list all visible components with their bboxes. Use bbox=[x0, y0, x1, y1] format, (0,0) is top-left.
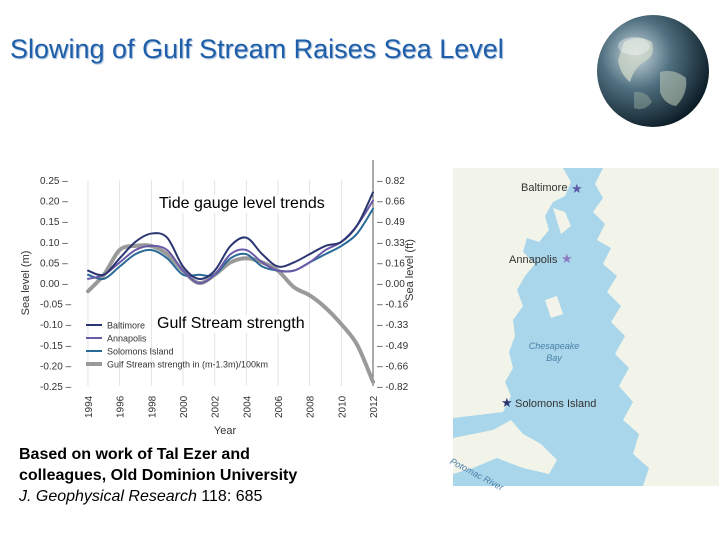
y-axis-label-left: Sea level (m) bbox=[20, 251, 32, 316]
y-tick-label-right: – 0.00 bbox=[377, 279, 405, 290]
legend-label: Annapolis bbox=[107, 334, 147, 344]
left-axis-ticks: 0.25 – 0.20 – 0.15 – 0.10 – 0.05 – 0.00 – -0.0… bbox=[40, 176, 72, 393]
y-tick-label-left: 0.25 – bbox=[40, 176, 68, 187]
chesapeake-map bbox=[453, 168, 719, 486]
x-tick-label: 2010 bbox=[337, 395, 348, 418]
sea-level-chart: 0.25 – 0.20 – 0.15 – 0.10 – 0.05 – 0.00 – -0.0… bbox=[20, 160, 416, 437]
series-line-gulf bbox=[86, 243, 375, 384]
map-land-middle bbox=[545, 208, 571, 318]
legend-label: Baltimore bbox=[107, 321, 145, 331]
map-land-southwest bbox=[453, 420, 557, 474]
overlay-gulf-stream: Gulf Stream strength bbox=[154, 315, 308, 333]
credit-text: Based on work of Tal Ezer and colleagues… bbox=[19, 444, 297, 507]
y-tick-label-left: -0.05 – bbox=[40, 300, 72, 311]
x-tick-label: 1994 bbox=[84, 395, 95, 418]
chart-legend: Baltimore Annapolis Solomons Island Gulf St… bbox=[86, 321, 268, 370]
x-tick-label: 1996 bbox=[116, 395, 127, 418]
y-tick-label-left: -0.20 – bbox=[40, 361, 72, 372]
series-lines bbox=[86, 191, 375, 384]
y-tick-label-right: – -0.66 bbox=[377, 361, 409, 372]
x-tick-label: 2002 bbox=[211, 395, 222, 418]
y-tick-label-left: 0.05 – bbox=[40, 258, 68, 269]
x-axis-label: Year bbox=[214, 425, 237, 437]
chart-grid bbox=[87, 160, 374, 386]
map-label-solomons: Solomons Island bbox=[515, 398, 597, 410]
y-tick-label-left: 0.00 – bbox=[40, 279, 68, 290]
y-tick-label-left: 0.20 – bbox=[40, 197, 68, 208]
globe-icon bbox=[597, 15, 709, 127]
credit-citation: J. Geophysical Research 118: 685 bbox=[19, 486, 297, 507]
y-tick-label-right: – 0.66 bbox=[377, 197, 405, 208]
legend-label: Gulf Stream strength in (m-1.3m)/100km bbox=[107, 360, 268, 370]
map-labels: Baltimore ★ Annapolis ★ Chesapeake Bay ★… bbox=[448, 168, 719, 493]
y-tick-label-right: – -0.16 bbox=[377, 300, 409, 311]
y-tick-label-right: – -0.82 bbox=[377, 382, 409, 393]
map-land-west bbox=[453, 168, 571, 418]
credit-line-1: Based on work of Tal Ezer and bbox=[19, 446, 250, 463]
x-tick-label: 1998 bbox=[147, 395, 158, 418]
y-tick-label-left: 0.10 – bbox=[40, 238, 68, 249]
star-icon-solomons: ★ bbox=[501, 395, 513, 410]
y-tick-label-left: 0.15 – bbox=[40, 217, 68, 228]
credit-line-2: colleagues, Old Dominion University bbox=[19, 467, 298, 484]
series-line-annapolis bbox=[87, 199, 374, 285]
y-tick-label-left: -0.15 – bbox=[40, 341, 72, 352]
y-tick-label-right: – -0.33 bbox=[377, 320, 409, 331]
map-label-potomac: Potomac River bbox=[448, 456, 506, 493]
slide-title: Slowing of Gulf Stream Raises Sea Level bbox=[10, 34, 504, 64]
overlay-tide-gauge: Tide gauge level trends bbox=[156, 195, 328, 213]
y-axis-label-right: Sea level (ft) bbox=[404, 239, 416, 301]
right-axis-ticks: – 0.82 – 0.66 – 0.49 – 0.33 – 0.16 – 0.00 – -0… bbox=[377, 176, 409, 393]
credit-journal: J. Geophysical Research bbox=[19, 488, 197, 505]
map-label-chesapeake-bay: Chesapeake Bay bbox=[528, 341, 580, 363]
x-axis-ticks: 1994 1996 1998 2000 2002 2004 2006 2008 2010 2012 bbox=[84, 395, 380, 418]
y-tick-label-left: -0.10 – bbox=[40, 320, 72, 331]
y-tick-label-right: – 0.82 bbox=[377, 176, 405, 187]
x-tick-label: 2006 bbox=[274, 395, 285, 418]
x-tick-label: 2008 bbox=[306, 395, 317, 418]
x-tick-label: 2012 bbox=[369, 395, 380, 418]
y-tick-label-right: – -0.49 bbox=[377, 341, 409, 352]
map-label-annapolis: Annapolis bbox=[509, 254, 558, 266]
credit-ref: 118: 685 bbox=[196, 488, 263, 505]
star-icon-annapolis: ★ bbox=[561, 251, 573, 266]
star-icon-baltimore: ★ bbox=[571, 181, 583, 196]
map-land-east bbox=[593, 168, 719, 486]
legend-label: Solomons Island bbox=[107, 347, 174, 357]
map-label-baltimore: Baltimore bbox=[521, 182, 568, 194]
y-tick-label-right: – 0.49 bbox=[377, 217, 405, 228]
x-tick-label: 2004 bbox=[242, 395, 253, 418]
x-tick-label: 2000 bbox=[179, 395, 190, 418]
y-tick-label-left: -0.25 – bbox=[40, 382, 72, 393]
y-tick-label-right: – 0.16 bbox=[377, 258, 405, 269]
series-line-solomons bbox=[87, 207, 374, 281]
y-tick-label-right: – 0.33 bbox=[377, 238, 405, 249]
series-line-baltimore bbox=[87, 191, 374, 280]
